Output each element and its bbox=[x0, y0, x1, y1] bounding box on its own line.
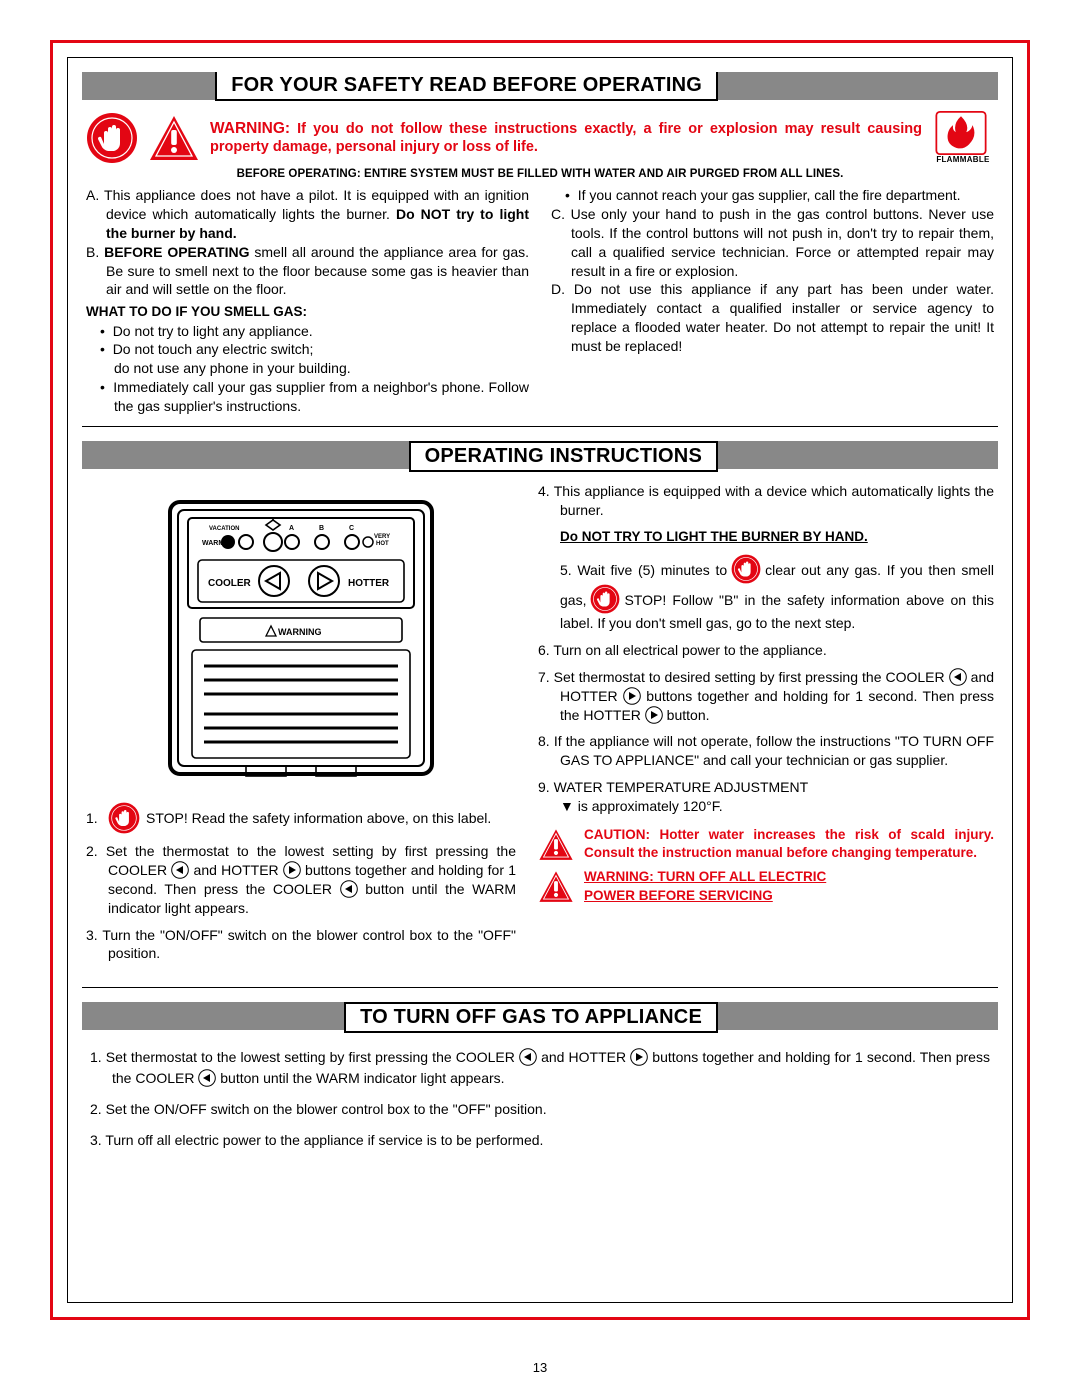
op-step-8: 8. If the appliance will not operate, fo… bbox=[538, 732, 994, 770]
op-step-4: 4. This appliance is equipped with a dev… bbox=[538, 482, 994, 520]
outer-red-border: FOR YOUR SAFETY READ BEFORE OPERATING WA… bbox=[50, 40, 1030, 1320]
turnoff-body: 1. Set thermostat to the lowest setting … bbox=[90, 1047, 990, 1151]
bullet-2: • Do not touch any electric switch; bbox=[86, 340, 529, 359]
inner-black-border: FOR YOUR SAFETY READ BEFORE OPERATING WA… bbox=[67, 57, 1013, 1303]
gray-bar bbox=[718, 441, 998, 469]
gray-bar bbox=[718, 1002, 998, 1030]
safety-two-col: A. This appliance does not have a pilot.… bbox=[86, 186, 994, 416]
warning-triangle-icon bbox=[538, 828, 574, 861]
svg-text:VERY: VERY bbox=[374, 534, 390, 540]
op-step-1-text: STOP! Read the safety information above,… bbox=[146, 809, 516, 828]
op-step-9a: 9. WATER TEMPERATURE ADJUSTMENT bbox=[538, 778, 994, 797]
svg-text:B: B bbox=[319, 525, 324, 532]
svg-text:WARNING: WARNING bbox=[278, 627, 322, 637]
op-step-7: 7. Set thermostat to desired setting by … bbox=[538, 668, 994, 725]
warning-row: WARNING: If you do not follow these inst… bbox=[86, 111, 994, 164]
to-step-1: 1. Set thermostat to the lowest setting … bbox=[90, 1047, 990, 1089]
item-A: A. This appliance does not have a pilot.… bbox=[86, 186, 529, 243]
op-step-6: 6. Turn on all electrical power to the a… bbox=[538, 641, 994, 660]
caution-text: CAUTION: Hotter water increases the risk… bbox=[584, 826, 994, 862]
item-B-bold: BEFORE OPERATING bbox=[104, 244, 249, 260]
op-left-col: VACATION WARM A B C VERY HOT COOLER bbox=[86, 482, 516, 971]
stop-hand-icon bbox=[86, 112, 138, 164]
op-step-4-bold: Do NOT TRY TO LIGHT THE BURNER BY HAND. bbox=[538, 528, 994, 546]
warning-servicing-text: WARNING: TURN OFF ALL ELECTRIC POWER BEF… bbox=[584, 868, 994, 904]
divider bbox=[82, 426, 998, 427]
item-B: B. BEFORE OPERATING smell all around the… bbox=[86, 243, 529, 300]
to-step-2: 2. Set the ON/OFF switch on the blower c… bbox=[90, 1099, 990, 1120]
section3-title-row: TO TURN OFF GAS TO APPLIANCE bbox=[82, 1002, 998, 1033]
op-step-5: 5. Wait five (5) minutes toclear out any… bbox=[538, 554, 994, 633]
item-D: D. Do not use this appliance if any part… bbox=[551, 280, 994, 356]
gray-bar bbox=[82, 72, 215, 100]
before-operating-line: BEFORE OPERATING: ENTIRE SYSTEM MUST BE … bbox=[86, 168, 994, 180]
caution-row: CAUTION: Hotter water increases the risk… bbox=[538, 826, 994, 862]
bullet-3: • Immediately call your gas supplier fro… bbox=[86, 378, 529, 416]
safety-left-col: A. This appliance does not have a pilot.… bbox=[86, 186, 529, 416]
warning-triangle-icon bbox=[538, 870, 574, 903]
svg-text:HOT: HOT bbox=[376, 541, 389, 547]
bullet-1: • Do not try to light any appliance. bbox=[86, 322, 529, 341]
stop-hand-icon bbox=[108, 802, 140, 834]
thermostat-diagram: VACATION WARM A B C VERY HOT COOLER bbox=[156, 488, 446, 788]
section2-title: OPERATING INSTRUCTIONS bbox=[409, 441, 718, 472]
section2-title-row: OPERATING INSTRUCTIONS bbox=[82, 441, 998, 472]
warning-triangle-icon bbox=[148, 114, 200, 162]
safety-right-col: • If you cannot reach your gas supplier,… bbox=[551, 186, 994, 416]
op-step-9b: ▼ is approximately 120°F. bbox=[538, 797, 994, 816]
gray-bar bbox=[82, 441, 409, 469]
flammable-icon: FLAMMABLE bbox=[932, 111, 994, 164]
bullet-4: • If you cannot reach your gas supplier,… bbox=[551, 186, 994, 205]
svg-text:HOTTER: HOTTER bbox=[348, 578, 390, 589]
section1-title: FOR YOUR SAFETY READ BEFORE OPERATING bbox=[215, 72, 718, 101]
divider bbox=[82, 987, 998, 988]
item-C: C. Use only your hand to push in the gas… bbox=[551, 205, 994, 281]
svg-text:C: C bbox=[349, 525, 354, 532]
op-step-2: 2. Set the thermostat to the lowest sett… bbox=[86, 842, 516, 918]
operating-body: VACATION WARM A B C VERY HOT COOLER bbox=[86, 482, 994, 971]
warning-body: If you do not follow these instructions … bbox=[210, 121, 922, 155]
smell-gas-heading: WHAT TO DO IF YOU SMELL GAS: bbox=[86, 303, 529, 321]
flammable-label: FLAMMABLE bbox=[932, 155, 994, 164]
svg-text:WARM: WARM bbox=[202, 540, 224, 547]
svg-text:VACATION: VACATION bbox=[209, 526, 239, 532]
page-number: 13 bbox=[0, 1360, 1080, 1375]
warning-text: WARNING: If you do not follow these inst… bbox=[210, 119, 922, 157]
warning-servicing-row: WARNING: TURN OFF ALL ELECTRIC POWER BEF… bbox=[538, 868, 994, 904]
warning-lead: WARNING: bbox=[210, 120, 290, 137]
svg-text:COOLER: COOLER bbox=[208, 578, 252, 589]
section1-title-row: FOR YOUR SAFETY READ BEFORE OPERATING bbox=[82, 72, 998, 101]
gray-bar bbox=[718, 72, 998, 100]
bullet-2b: do not use any phone in your building. bbox=[86, 359, 529, 378]
section3-title: TO TURN OFF GAS TO APPLIANCE bbox=[344, 1002, 718, 1033]
to-step-3: 3. Turn off all electric power to the ap… bbox=[90, 1130, 990, 1151]
op-right-col: 4. This appliance is equipped with a dev… bbox=[538, 482, 994, 971]
op-step-3: 3. Turn the "ON/OFF" switch on the blowe… bbox=[86, 926, 516, 964]
op-step-1: 1. STOP! Read the safety information abo… bbox=[86, 802, 516, 834]
gray-bar bbox=[82, 1002, 344, 1030]
svg-text:A: A bbox=[289, 525, 294, 532]
